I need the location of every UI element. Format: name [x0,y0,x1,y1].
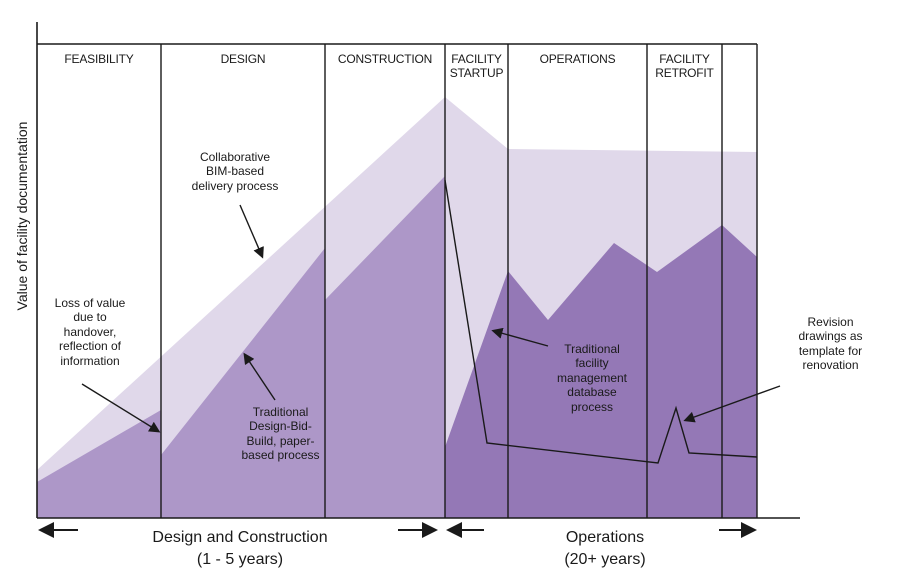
fm-database-arrow [491,327,549,347]
traditional-arrow [243,352,276,401]
loss-arrow [81,383,161,433]
operations-label: Operations (20+ years) [564,529,646,568]
traditional-dbb-annotation: Traditional Design-Bid- Build, paper- ba… [241,405,320,463]
revision-arrow [683,385,781,423]
loss-annotation: Loss of value due to handover, reflectio… [54,296,126,368]
phase-label-operations: OPERATIONS [539,52,616,66]
phase-label-feasibility: FEASIBILITY [64,52,134,66]
phase-label-facility-startup: FACILITY STARTUP [449,52,504,81]
bim-arrow [239,204,264,259]
handover-value-line [444,179,758,464]
y-axis-label: Value of facility documentation [14,121,30,311]
bim-annotation: Collaborative BIM-based delivery process [191,150,279,193]
fm-database-annotation: Traditional facility management database… [556,342,628,414]
phase-label-design: DESIGN [220,52,266,66]
phase-label-facility-retrofit: FACILITY RETROFIT [655,52,714,81]
design-construction-label: Design and Construction (1 - 5 years) [152,529,328,568]
phase-label-construction: CONSTRUCTION [337,52,433,66]
traditional-value-area [37,176,445,518]
revision-annotation: Revision drawings as template for renova… [798,315,863,373]
operations-value-area [445,225,757,518]
